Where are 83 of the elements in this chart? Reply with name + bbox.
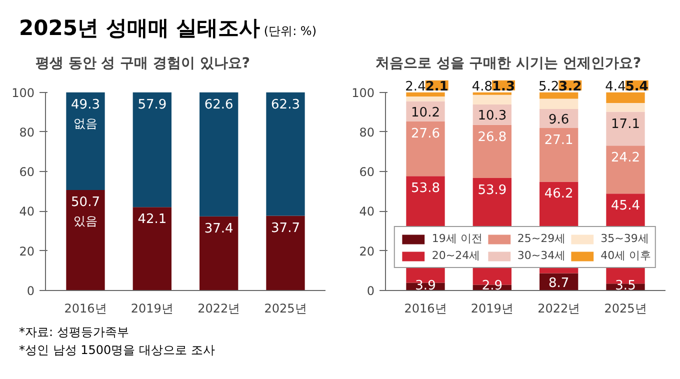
text: *자료: 성평등가족부: [19, 325, 129, 339]
data-label: 62.3: [271, 97, 300, 112]
series-label: 있음: [74, 214, 98, 228]
legend-label: 25~29세: [517, 231, 566, 246]
bar: [266, 216, 305, 290]
data-label: 46.2: [544, 186, 574, 202]
data-label: 50.7: [71, 195, 100, 210]
data-label: 1.3: [492, 79, 516, 94]
data-label: 3.5: [615, 278, 636, 294]
data-label: 4.4: [605, 79, 626, 94]
y-tick-label: 0: [26, 284, 35, 298]
data-label: 49.3: [71, 97, 100, 112]
y-tick-label: 20: [19, 244, 35, 258]
legend-label: 35~39세: [600, 231, 649, 246]
y-tick-label: 20: [359, 244, 375, 258]
y-tick-label: 80: [359, 125, 375, 140]
data-label: 45.4: [611, 198, 640, 214]
y-tick-label: 0: [366, 284, 375, 298]
legend-label: 20~24세: [432, 248, 480, 263]
bar: [540, 98, 578, 109]
data-label: 5.2: [538, 79, 560, 94]
x-tick-label: 2025년: [604, 302, 647, 316]
bar: [406, 121, 445, 176]
data-label: 5.4: [625, 79, 648, 94]
bar: [200, 92, 238, 216]
bar: [266, 92, 305, 216]
y-tick-label: 100: [352, 86, 374, 100]
text: *성인 남성 1500명을 대상으로 조사: [19, 343, 215, 357]
y-tick-label: 60: [359, 165, 375, 180]
data-label: 10.3: [478, 108, 507, 124]
text: 2025년 성매매 실태조사: [19, 16, 260, 40]
bar: [132, 92, 172, 208]
x-tick-label: 2022년: [538, 302, 580, 316]
chart-title: 평생 동안 성 구매 경험이 있나요?: [36, 56, 250, 72]
data-label: 8.7: [548, 276, 570, 291]
x-tick-label: 2019년: [130, 302, 174, 316]
y-tick-label: 80: [19, 125, 35, 140]
bar: [540, 128, 578, 182]
x-tick-label: 2016년: [64, 302, 107, 316]
x-tick-label: 2025년: [264, 302, 307, 316]
data-label: 3.2: [558, 79, 582, 94]
bar: [132, 207, 172, 290]
data-label: 2.9: [482, 278, 503, 294]
bar: [606, 103, 645, 112]
series-label: 없음: [74, 116, 98, 130]
bar: [472, 124, 512, 178]
bar: [406, 96, 445, 102]
bar: [66, 190, 105, 290]
data-label: 2.4: [405, 79, 426, 94]
data-label: 26.8: [478, 130, 507, 145]
x-tick-label: 2019년: [470, 302, 514, 316]
data-label: 53.9: [478, 182, 507, 198]
bar: [606, 112, 645, 146]
y-tick-label: 40: [19, 204, 35, 219]
y-tick-label: 40: [359, 204, 375, 219]
text: (단위: %): [262, 24, 317, 38]
data-label: 37.7: [271, 220, 300, 236]
legend-label: 30~34세: [517, 248, 566, 263]
bar: [66, 92, 105, 190]
data-label: 3.9: [415, 278, 436, 294]
data-label: 9.6: [548, 112, 570, 128]
data-label: 2.1: [425, 79, 448, 94]
data-label: 37.4: [204, 221, 234, 236]
x-tick-label: 2022년: [198, 302, 240, 316]
x-tick-label: 2016년: [404, 302, 447, 316]
bar: [606, 146, 645, 194]
data-label: 24.2: [611, 150, 640, 166]
legend-label: 19세 이전: [432, 231, 482, 246]
y-tick-label: 60: [19, 165, 35, 180]
data-label: 10.2: [411, 105, 440, 120]
data-label: 27.6: [411, 126, 440, 142]
data-label: 17.1: [611, 116, 640, 132]
data-label: 27.1: [544, 133, 574, 148]
y-tick-label: 100: [12, 86, 34, 100]
data-label: 42.1: [138, 212, 167, 228]
data-label: 57.9: [138, 97, 167, 112]
chart-title: 처음으로 성을 구매한 시기는 언제인가요?: [376, 56, 642, 72]
legend-label: 40세 이후: [600, 248, 652, 263]
bar: [472, 94, 512, 104]
data-label: 53.8: [411, 181, 440, 196]
data-label: 62.6: [204, 97, 234, 112]
data-label: 4.8: [472, 79, 493, 94]
bar: [200, 216, 238, 290]
